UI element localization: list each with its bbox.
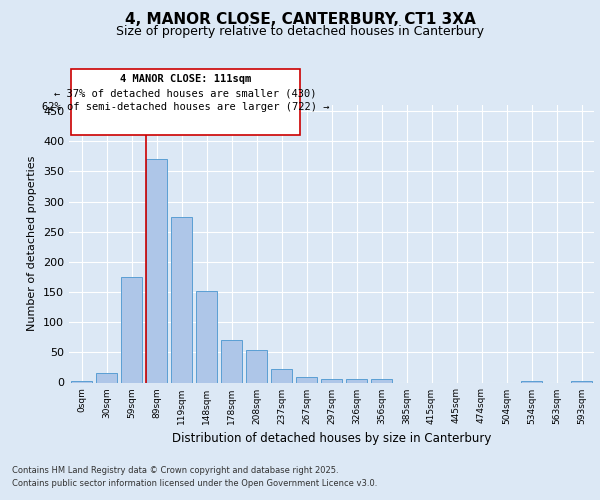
Text: Contains public sector information licensed under the Open Government Licence v3: Contains public sector information licen… (12, 478, 377, 488)
Text: 62% of semi-detached houses are larger (722) →: 62% of semi-detached houses are larger (… (41, 102, 329, 112)
Text: Contains HM Land Registry data © Crown copyright and database right 2025.: Contains HM Land Registry data © Crown c… (12, 466, 338, 475)
Bar (371, 379, 392, 382)
Bar (296, 377, 317, 382)
Bar (246, 350, 267, 382)
Text: ← 37% of detached houses are smaller (430): ← 37% of detached houses are smaller (43… (54, 88, 317, 98)
Bar (171, 216, 192, 382)
Bar (196, 291, 217, 382)
Text: Size of property relative to detached houses in Canterbury: Size of property relative to detached ho… (116, 25, 484, 38)
Y-axis label: Number of detached properties: Number of detached properties (28, 156, 37, 332)
Text: 4 MANOR CLOSE: 111sqm: 4 MANOR CLOSE: 111sqm (120, 74, 251, 84)
Bar (146, 160, 167, 382)
Bar (271, 368, 292, 382)
Text: 4, MANOR CLOSE, CANTERBURY, CT1 3XA: 4, MANOR CLOSE, CANTERBURY, CT1 3XA (125, 12, 475, 28)
Bar (121, 277, 142, 382)
Bar (221, 340, 242, 382)
Bar (96, 374, 117, 382)
X-axis label: Distribution of detached houses by size in Canterbury: Distribution of detached houses by size … (172, 432, 491, 445)
Bar (346, 379, 367, 382)
Bar (321, 379, 342, 382)
